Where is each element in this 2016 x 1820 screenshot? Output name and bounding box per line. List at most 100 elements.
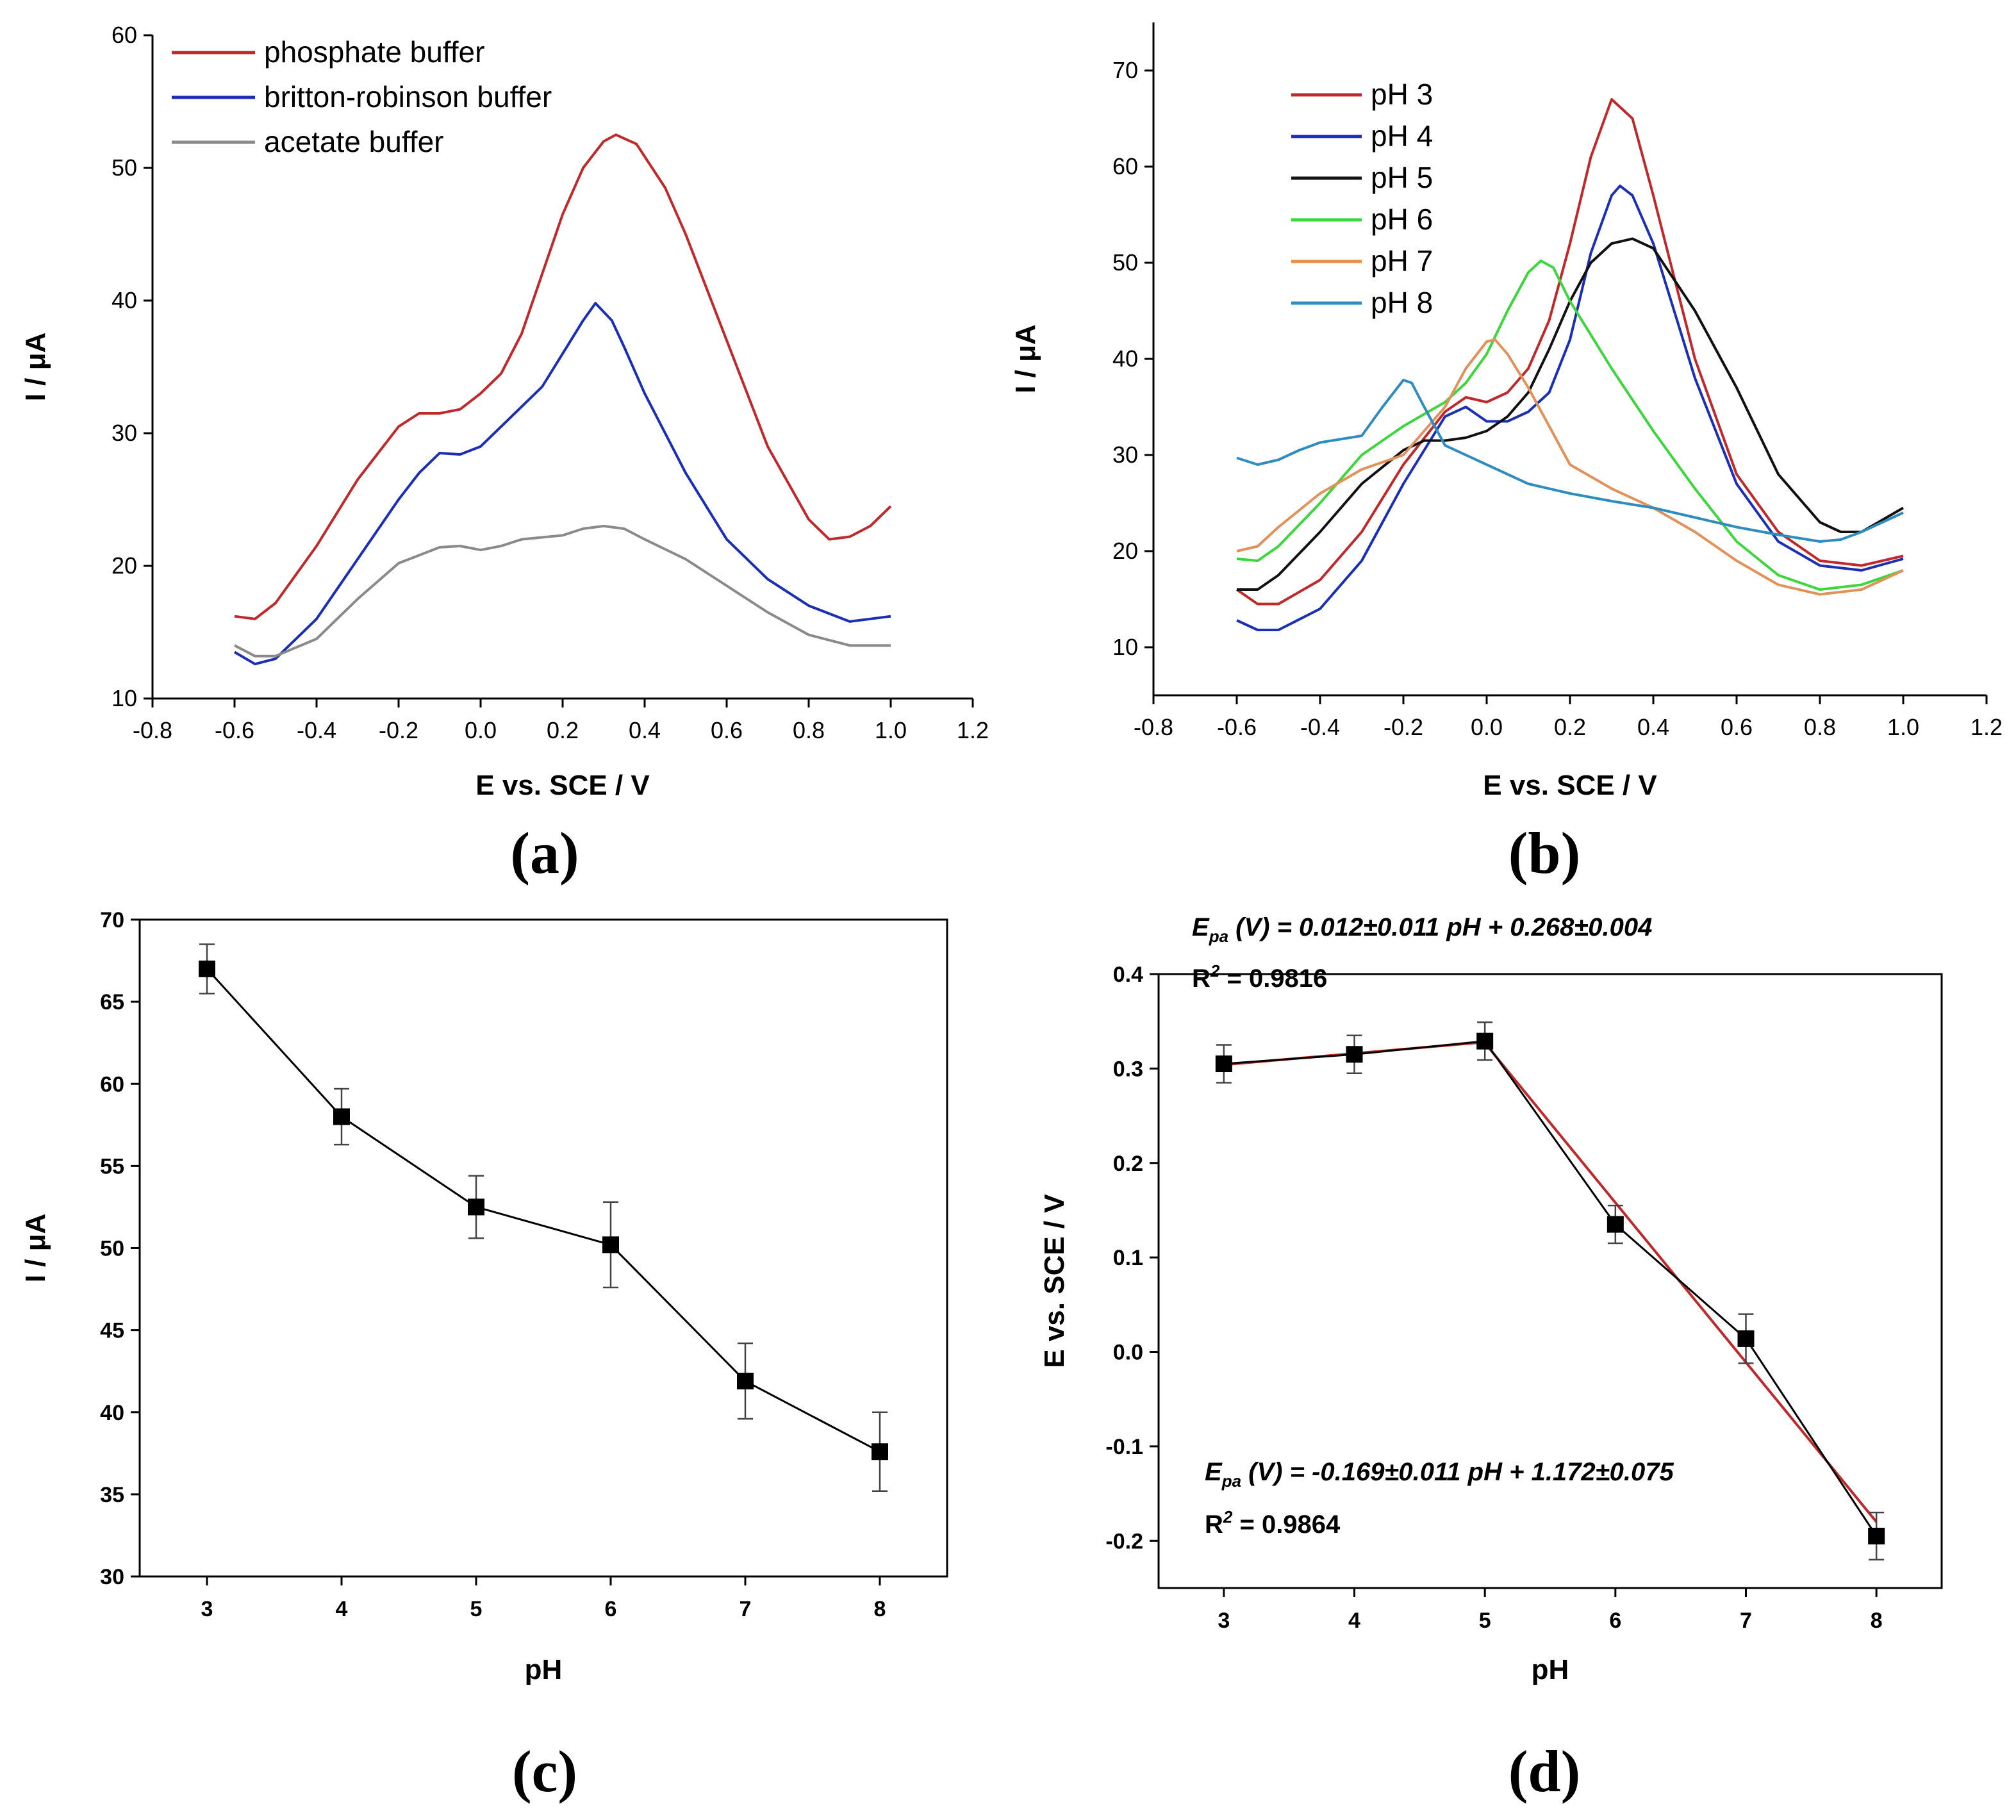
x-tick-label: 0.0 [1471, 714, 1503, 740]
y-tick-label: 60 [112, 22, 137, 48]
series-line [234, 524, 891, 658]
y-tick-label: 10 [112, 685, 137, 711]
x-tick-label: 0.4 [629, 717, 661, 743]
fit-equation-1: Epa (V) = 0.012±0.011 pH + 0.268±0.004 [1192, 913, 1652, 946]
series-line [233, 302, 891, 666]
legend-label: pH 3 [1371, 78, 1433, 111]
data-point [602, 1236, 619, 1253]
x-axis-title: E vs. SCE / V [475, 770, 650, 801]
series-line [1236, 338, 1904, 596]
x-tick-label: 8 [874, 1597, 886, 1621]
x-tick-label: -0.4 [1300, 714, 1340, 740]
legend-label: pH 8 [1371, 286, 1433, 319]
series-line [1236, 260, 1904, 591]
x-tick-label: 1.2 [957, 717, 989, 743]
data-point [1737, 1330, 1755, 1347]
fit-r2-2: R2 = 0.9864 [1205, 1507, 1341, 1539]
x-axis-title: pH [1532, 1654, 1569, 1685]
data-point [1607, 1216, 1624, 1233]
y-tick-label: 0.3 [1113, 1057, 1143, 1081]
x-tick-label: -0.4 [297, 717, 336, 743]
x-tick-label: 0.6 [1721, 714, 1753, 740]
x-tick-label: 1.2 [1971, 714, 2003, 740]
data-point [1868, 1527, 1885, 1544]
x-axis-title: E vs. SCE / V [1483, 770, 1657, 801]
x-tick-label: -0.8 [1134, 714, 1173, 740]
x-tick-label: -0.8 [133, 717, 172, 743]
x-tick-label: -0.2 [1384, 714, 1423, 740]
x-tick-label: 0.8 [793, 717, 825, 743]
y-tick-label: 20 [112, 552, 137, 579]
legend-label: phosphate buffer [264, 35, 484, 69]
data-point [333, 1108, 350, 1125]
series-line [1236, 185, 1904, 631]
series-line [1236, 379, 1904, 543]
x-tick-label: 1.0 [1887, 714, 1919, 740]
y-tick-label: 0.1 [1113, 1246, 1143, 1270]
x-tick-label: -0.6 [1217, 714, 1257, 740]
y-tick-label: 30 [100, 1565, 124, 1589]
y-tick-label: 20 [1112, 538, 1138, 564]
y-tick-label: 60 [1112, 153, 1138, 179]
series-line [1237, 237, 1904, 591]
x-tick-label: 0.2 [1554, 714, 1586, 740]
y-tick-label: 70 [1112, 57, 1138, 83]
y-tick-label: 0.2 [1113, 1152, 1143, 1176]
panel-b: -0.8 -0.6 -0.4 -0.2 0.0 0.2 0.4 0.6 0.8 1.0 1.2 10 2… [1010, 22, 2003, 886]
panel-label: (c) [512, 1739, 577, 1804]
y-tick-label: 55 [100, 1154, 124, 1179]
x-tick-label: 0.8 [1804, 714, 1836, 740]
x-tick-label: 0.6 [711, 717, 743, 743]
series-line [1235, 98, 1904, 606]
x-tick-label: 0.2 [547, 717, 579, 743]
y-tick-label: 35 [100, 1483, 124, 1507]
x-tick-label: 4 [1348, 1609, 1360, 1633]
fit-r2-1: R2 = 0.9816 [1192, 961, 1327, 993]
data-point [199, 960, 215, 977]
y-tick-label: 50 [100, 1237, 124, 1261]
y-axis-title: I / μA [20, 333, 51, 402]
plot-frame [138, 918, 948, 1578]
y-tick-label: 30 [1112, 442, 1138, 468]
fit-equation-2: Epa (V) = -0.169±0.011 pH + 1.172±0.075 [1205, 1458, 1674, 1491]
y-axis-title: E vs. SCE / V [1039, 1194, 1070, 1368]
y-tick-label: 0.0 [1113, 1341, 1143, 1365]
x-tick-label: -0.6 [215, 717, 254, 743]
x-tick-label: -0.2 [379, 717, 418, 743]
y-tick-label: 40 [112, 287, 137, 313]
legend-label: pH 6 [1371, 203, 1433, 236]
x-tick-label: 3 [201, 1597, 213, 1621]
y-tick-label: 70 [100, 908, 124, 932]
x-tick-label: 6 [605, 1597, 617, 1621]
y-tick-label: 50 [1112, 249, 1138, 276]
legend-label: acetate buffer [264, 125, 443, 158]
y-axis-title: I / μA [20, 1214, 51, 1283]
y-tick-label: -0.2 [1105, 1529, 1143, 1553]
panel-a: -0.8 -0.6 -0.4 -0.2 0.0 0.2 0.4 0.6 0.8 1.0 1.2 10 2… [20, 22, 989, 886]
data-point [872, 1443, 888, 1460]
y-tick-label: 45 [100, 1319, 124, 1343]
y-tick-label: 40 [1112, 345, 1138, 372]
legend-label: pH 7 [1371, 244, 1433, 277]
data-point [1346, 1046, 1363, 1063]
x-tick-label: 4 [336, 1597, 348, 1621]
x-tick-label: 3 [1218, 1609, 1230, 1633]
x-axis-title: pH [525, 1654, 563, 1685]
series-line [234, 133, 892, 620]
legend-label: pH 4 [1371, 119, 1433, 153]
y-tick-label: 30 [112, 420, 137, 446]
data-point [1476, 1032, 1494, 1050]
y-tick-label: 0.4 [1113, 963, 1143, 987]
y-axis-title: I / μA [1010, 324, 1041, 393]
panel-d: Epa (V) = 0.012±0.011 pH + 0.268±0.004 R… [1039, 913, 1943, 1804]
plot-frame [1157, 973, 1943, 1589]
y-tick-label: 65 [100, 990, 124, 1014]
series-line [206, 968, 880, 1453]
y-tick-label: 60 [100, 1072, 124, 1096]
panel-label: (b) [1508, 820, 1580, 886]
x-tick-label: 5 [470, 1597, 483, 1621]
x-tick-label: 5 [1479, 1609, 1491, 1633]
legend-label: britton-robinson buffer [264, 80, 552, 113]
